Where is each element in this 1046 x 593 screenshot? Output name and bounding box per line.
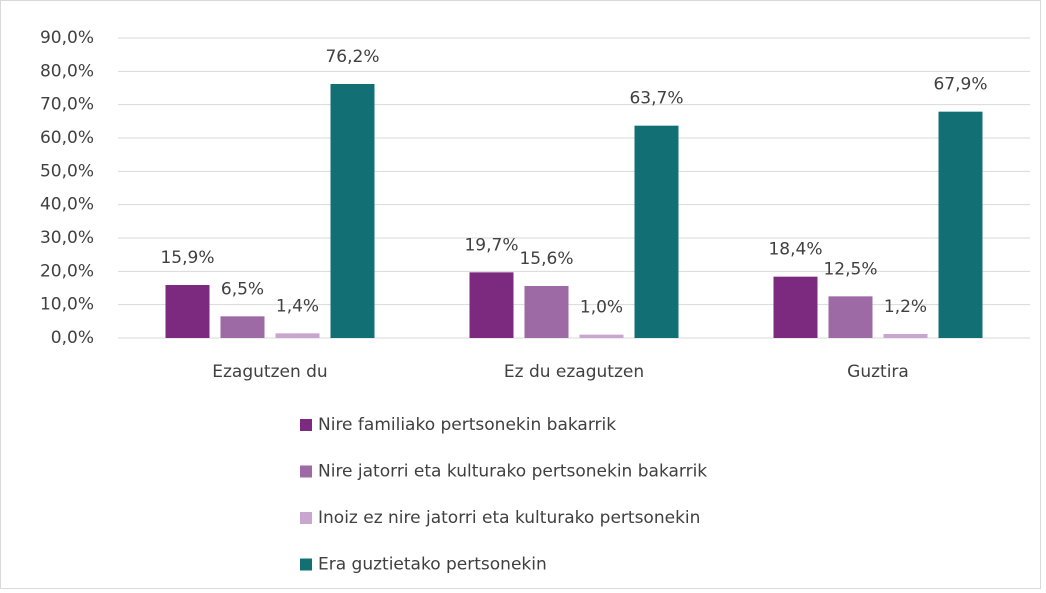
legend-label: Nire familiako pertsonekin bakarrik <box>318 415 616 435</box>
value-label: 76,2% <box>325 47 379 67</box>
legend-label: Era guztietako pertsonekin <box>318 555 547 575</box>
value-label: 19,7% <box>464 235 518 255</box>
value-label: 15,9% <box>160 248 214 268</box>
value-label: 18,4% <box>768 240 822 260</box>
x-tick-label: Ezagutzen du <box>212 362 327 382</box>
y-tick-label: 10,0% <box>40 295 94 315</box>
bar <box>938 111 983 339</box>
value-label: 15,6% <box>519 249 573 269</box>
value-label: 63,7% <box>629 89 683 109</box>
y-tick-label: 70,0% <box>40 95 94 115</box>
value-label: 1,4% <box>276 296 319 316</box>
value-label: 1,0% <box>580 298 623 318</box>
value-label: 6,5% <box>221 279 264 299</box>
bar <box>524 286 569 338</box>
legend-swatch <box>300 465 312 478</box>
bar <box>469 272 514 338</box>
y-tick-label: 20,0% <box>40 261 94 281</box>
bar <box>220 316 265 338</box>
x-tick-label: Guztira <box>847 362 909 382</box>
value-label: 1,2% <box>884 297 927 317</box>
bar <box>579 334 624 338</box>
bar <box>773 276 818 338</box>
y-tick-label: 50,0% <box>40 161 94 181</box>
bar <box>828 296 873 338</box>
legend-swatch <box>300 512 312 524</box>
y-tick-label: 0,0% <box>51 328 94 348</box>
bar <box>634 125 679 339</box>
bar <box>165 285 210 338</box>
legend-swatch <box>300 558 312 571</box>
legend-label: Nire jatorri eta kulturako pertsonekin b… <box>318 462 707 482</box>
bar <box>330 84 375 338</box>
y-tick-label: 90,0% <box>40 28 94 48</box>
value-label: 67,9% <box>933 75 987 95</box>
x-tick-label: Ez du ezagutzen <box>504 362 644 382</box>
legend-swatch <box>300 419 312 431</box>
y-tick-label: 60,0% <box>40 128 94 148</box>
bar <box>275 333 320 338</box>
value-label: 12,5% <box>823 259 877 279</box>
y-tick-label: 40,0% <box>40 195 94 215</box>
y-tick-label: 30,0% <box>40 228 94 248</box>
y-tick-label: 80,0% <box>40 61 94 81</box>
bar <box>883 334 928 338</box>
legend-label: Inoiz ez nire jatorri eta kulturako pert… <box>318 508 700 528</box>
